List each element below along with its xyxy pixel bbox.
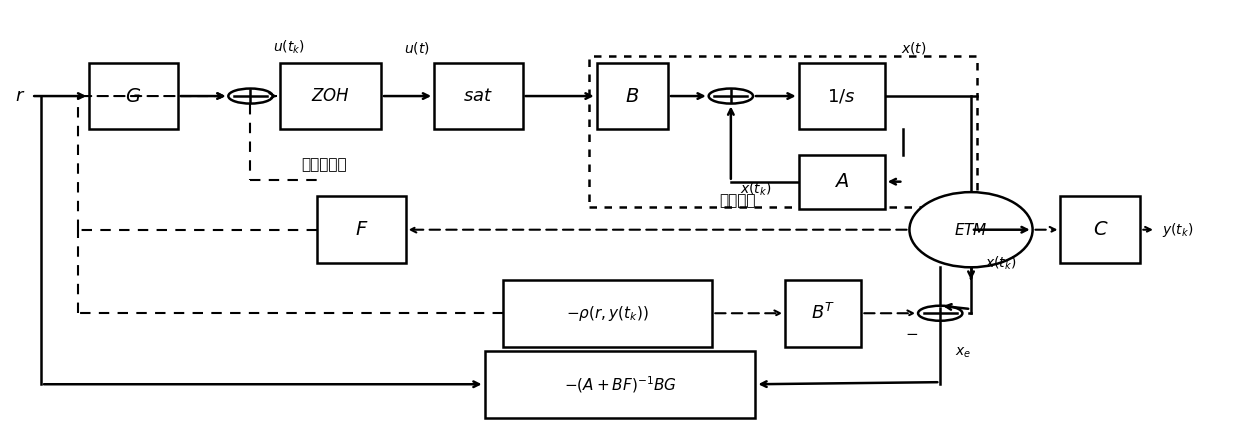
Text: $-(A+BF)^{-1}BG$: $-(A+BF)^{-1}BG$ bbox=[563, 374, 677, 394]
Text: $x(t_k)$: $x(t_k)$ bbox=[985, 254, 1017, 272]
Circle shape bbox=[228, 89, 273, 104]
Text: 零阶保持器: 零阶保持器 bbox=[301, 158, 347, 173]
Text: $C$: $C$ bbox=[1092, 220, 1109, 239]
FancyBboxPatch shape bbox=[485, 351, 755, 417]
FancyBboxPatch shape bbox=[799, 155, 885, 209]
FancyBboxPatch shape bbox=[317, 196, 405, 263]
Text: $ZOH$: $ZOH$ bbox=[311, 87, 350, 105]
Text: $B$: $B$ bbox=[625, 86, 640, 106]
FancyBboxPatch shape bbox=[1060, 196, 1141, 263]
Text: $r$: $r$ bbox=[15, 87, 25, 105]
Ellipse shape bbox=[909, 192, 1033, 267]
Text: $G$: $G$ bbox=[125, 86, 141, 106]
Text: $-$: $-$ bbox=[905, 325, 919, 340]
Circle shape bbox=[918, 306, 962, 321]
FancyBboxPatch shape bbox=[799, 63, 885, 130]
FancyBboxPatch shape bbox=[89, 63, 177, 130]
Text: $x(t)$: $x(t)$ bbox=[900, 40, 926, 56]
Text: $A$: $A$ bbox=[835, 172, 849, 191]
FancyBboxPatch shape bbox=[596, 63, 668, 130]
Text: $y(t_k)$: $y(t_k)$ bbox=[1162, 221, 1194, 239]
Text: $F$: $F$ bbox=[355, 220, 368, 239]
FancyBboxPatch shape bbox=[785, 280, 862, 347]
Text: $1/s$: $1/s$ bbox=[827, 87, 856, 105]
Text: $B^T$: $B^T$ bbox=[811, 303, 836, 323]
FancyBboxPatch shape bbox=[434, 63, 523, 130]
FancyBboxPatch shape bbox=[280, 63, 381, 130]
FancyBboxPatch shape bbox=[503, 280, 712, 347]
Text: $u(t)$: $u(t)$ bbox=[404, 40, 430, 56]
Text: 被控系统: 被控系统 bbox=[719, 193, 755, 208]
Text: $x_e$: $x_e$ bbox=[955, 346, 971, 360]
Text: $-\rho(r,y(t_k))$: $-\rho(r,y(t_k))$ bbox=[567, 304, 649, 323]
Text: $ETM$: $ETM$ bbox=[954, 222, 988, 238]
Text: $u(t_k)$: $u(t_k)$ bbox=[273, 39, 305, 56]
Circle shape bbox=[709, 89, 753, 104]
Text: $sat$: $sat$ bbox=[464, 87, 494, 105]
Text: $x(t_k)$: $x(t_k)$ bbox=[740, 181, 771, 199]
